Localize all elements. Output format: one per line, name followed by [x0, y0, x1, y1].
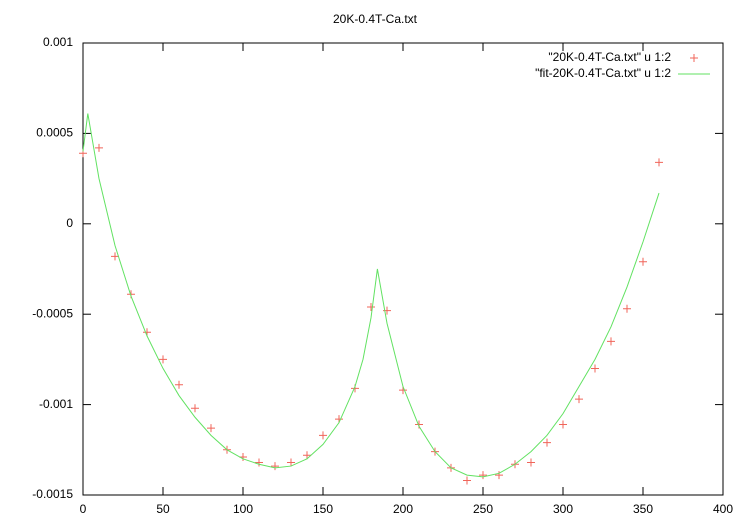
data-point	[303, 451, 311, 460]
x-tick-label: 350	[633, 502, 653, 516]
data-point	[287, 458, 295, 467]
x-tick-label: 0	[80, 502, 87, 516]
data-point	[207, 424, 215, 433]
data-point	[255, 458, 263, 467]
data-point	[463, 476, 471, 485]
chart-title: 20K-0.4T-Ca.txt	[333, 12, 418, 26]
data-point	[639, 257, 647, 266]
legend-label: "20K-0.4T-Ca.txt" u 1:2	[548, 50, 671, 64]
x-tick-label: 300	[553, 502, 573, 516]
data-point	[479, 471, 487, 480]
data-point	[543, 438, 551, 447]
x-tick-label: 400	[713, 502, 733, 516]
x-tick-label: 150	[313, 502, 333, 516]
data-point	[591, 364, 599, 373]
data-point	[95, 143, 103, 152]
legend-sample	[690, 54, 698, 62]
data-point	[623, 304, 631, 313]
data-point	[191, 404, 199, 413]
data-point	[655, 158, 663, 167]
data-point	[495, 471, 503, 480]
legend-label: "fit-20K-0.4T-Ca.txt" u 1:2	[535, 66, 671, 80]
data-point	[607, 337, 615, 346]
x-tick-label: 250	[473, 502, 493, 516]
x-tick-label: 200	[393, 502, 413, 516]
data-point	[271, 462, 279, 471]
data-point	[319, 431, 327, 440]
x-tick-label: 50	[156, 502, 170, 516]
data-point	[159, 355, 167, 364]
y-tick-label: -0.001	[39, 397, 73, 411]
y-tick-label: -0.0005	[32, 306, 73, 320]
fit-line	[82, 113, 660, 478]
data-point	[367, 302, 375, 311]
data-point	[175, 380, 183, 389]
data-point	[527, 458, 535, 467]
data-point	[111, 252, 119, 261]
data-point	[559, 420, 567, 429]
y-tick-label: -0.0015	[32, 487, 73, 501]
y-tick-label: 0.0005	[36, 126, 73, 140]
y-tick-label: 0.001	[43, 35, 73, 49]
data-point	[575, 395, 583, 404]
y-tick-label: 0	[66, 216, 73, 230]
x-tick-label: 100	[233, 502, 253, 516]
